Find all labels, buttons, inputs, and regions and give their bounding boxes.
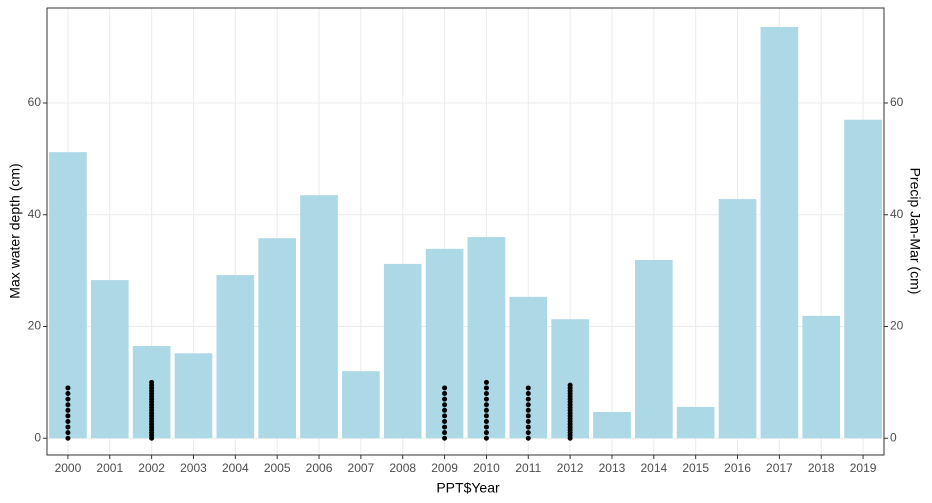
- y-tick-label: 20: [28, 319, 42, 333]
- bar: [718, 199, 757, 439]
- bar: [760, 26, 799, 439]
- point: [483, 402, 489, 408]
- point: [442, 424, 448, 430]
- point: [525, 430, 531, 436]
- bar: [300, 195, 338, 439]
- x-tick-label: 2013: [599, 461, 626, 475]
- bar: [49, 152, 87, 439]
- x-tick-label: 2006: [306, 461, 333, 475]
- point: [483, 435, 489, 441]
- y2-tick-label: 20: [890, 319, 904, 333]
- point: [442, 396, 448, 402]
- bar: [342, 371, 380, 439]
- x-tick-label: 2014: [640, 461, 667, 475]
- x-tick-label: 2017: [766, 461, 793, 475]
- point: [567, 382, 573, 388]
- x-axis-title: PPT$Year: [436, 480, 500, 496]
- x-tick-label: 2007: [348, 461, 375, 475]
- point: [442, 407, 448, 413]
- point: [483, 379, 489, 385]
- x-tick-label: 2000: [55, 461, 82, 475]
- bar: [634, 259, 673, 439]
- point: [483, 396, 489, 402]
- point: [525, 424, 531, 430]
- point: [525, 402, 531, 408]
- point: [149, 379, 155, 385]
- x-tick-label: 2011: [515, 461, 541, 475]
- point: [65, 424, 71, 430]
- x-tick-label: 2002: [138, 461, 165, 475]
- bar: [216, 275, 255, 439]
- point: [442, 402, 448, 408]
- point: [483, 407, 489, 413]
- y-tick-label: 60: [28, 95, 42, 109]
- point: [525, 407, 531, 413]
- point: [483, 385, 489, 391]
- y2-tick-label: 40: [890, 207, 904, 221]
- bar: [90, 280, 129, 439]
- point: [525, 413, 531, 419]
- point: [442, 418, 448, 424]
- x-tick-label: 2005: [264, 461, 291, 475]
- bar: [676, 406, 715, 439]
- point: [483, 418, 489, 424]
- point: [442, 430, 448, 436]
- point: [442, 413, 448, 419]
- bar: [593, 411, 631, 439]
- point: [65, 402, 71, 408]
- point: [525, 435, 531, 441]
- point: [525, 391, 531, 397]
- y-tick-label: 0: [34, 430, 41, 444]
- x-tick-label: 2009: [431, 461, 458, 475]
- x-tick-label: 2008: [389, 461, 416, 475]
- bar: [258, 238, 297, 439]
- point: [65, 396, 71, 402]
- y2-tick-label: 60: [890, 95, 904, 109]
- x-tick-label: 2015: [682, 461, 709, 475]
- point: [65, 413, 71, 419]
- x-tick-label: 2001: [96, 461, 123, 475]
- point: [65, 385, 71, 391]
- x-tick-label: 2018: [808, 461, 835, 475]
- x-tick-label: 2003: [180, 461, 207, 475]
- point: [483, 391, 489, 397]
- point: [65, 407, 71, 413]
- y-tick-label: 40: [28, 207, 42, 221]
- x-tick-label: 2016: [724, 461, 751, 475]
- point: [442, 391, 448, 397]
- point: [483, 430, 489, 436]
- y2-tick-label: 0: [890, 430, 897, 444]
- point: [65, 418, 71, 424]
- point: [525, 396, 531, 402]
- point: [65, 435, 71, 441]
- point: [442, 435, 448, 441]
- point: [525, 418, 531, 424]
- point: [65, 430, 71, 436]
- x-tick-label: 2012: [557, 461, 584, 475]
- point: [525, 385, 531, 391]
- panel-border: [46, 7, 885, 456]
- y-axis-title: Max water depth (cm): [7, 163, 23, 298]
- x-tick-label: 2010: [473, 461, 500, 475]
- bar: [844, 119, 882, 439]
- point: [483, 413, 489, 419]
- x-tick-label: 2019: [850, 461, 877, 475]
- point: [442, 385, 448, 391]
- point: [65, 391, 71, 397]
- point: [483, 424, 489, 430]
- bar: [174, 353, 213, 439]
- bar: [802, 315, 841, 439]
- bar: [383, 263, 422, 439]
- y2-axis-title: Precip Jan-Mar (cm): [907, 168, 923, 295]
- x-tick-label: 2004: [222, 461, 249, 475]
